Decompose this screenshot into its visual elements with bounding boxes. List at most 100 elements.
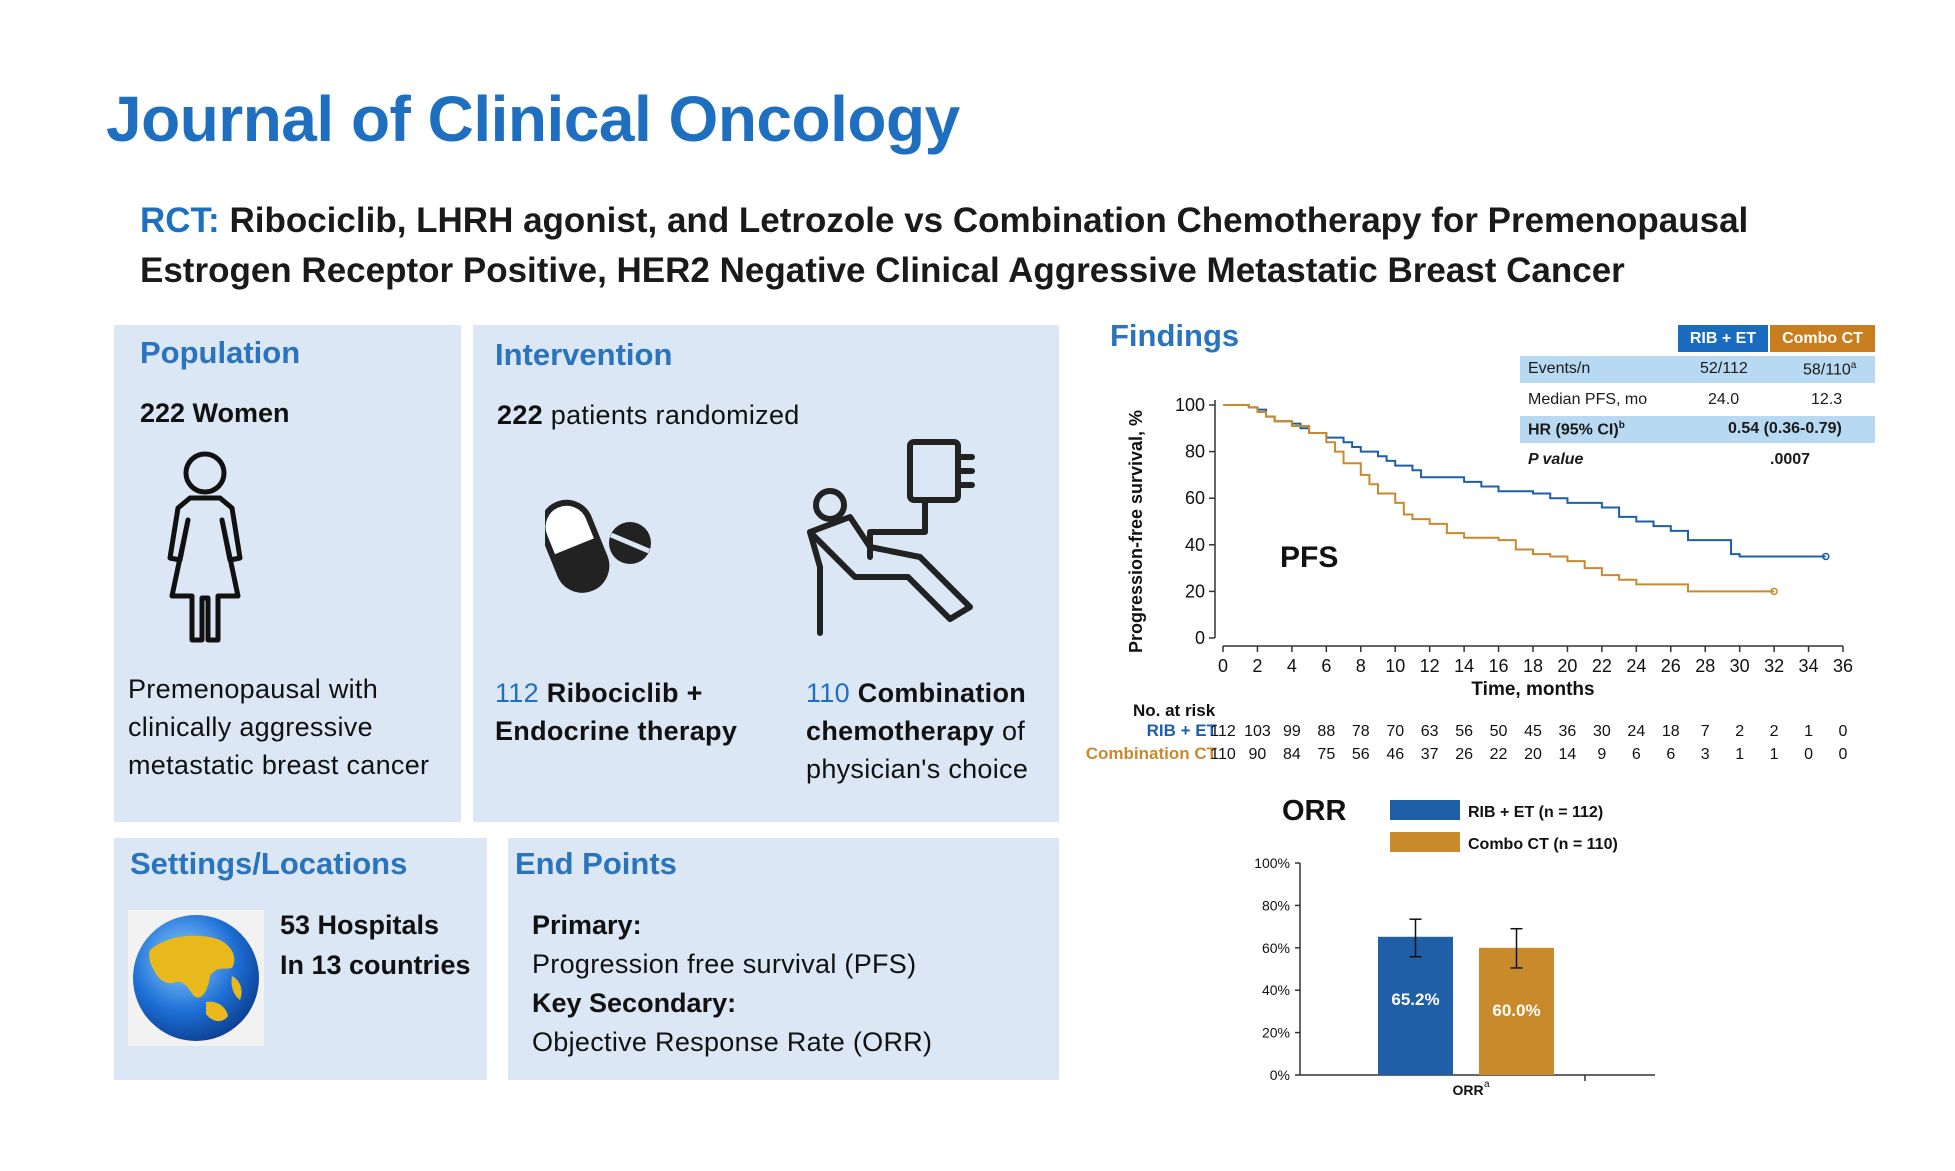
risk-value: 56 bbox=[1455, 723, 1473, 740]
intervention-title: Intervention bbox=[495, 337, 673, 372]
hr-sup: b bbox=[1618, 420, 1625, 431]
risk-value: 18 bbox=[1662, 723, 1680, 740]
risk-value: 50 bbox=[1490, 723, 1508, 740]
x-tick-label: 26 bbox=[1661, 656, 1681, 676]
orr-y-tick-label: 80% bbox=[1262, 897, 1290, 913]
table-row-median-rib: 24.0 bbox=[1708, 391, 1740, 408]
settings-title: Settings/Locations bbox=[130, 846, 408, 881]
risk-value: 36 bbox=[1559, 723, 1577, 740]
rct-title: Ribociclib, LHRH agonist, and Letrozole … bbox=[140, 201, 1749, 290]
table-header-combo: Combo CT bbox=[1770, 325, 1875, 352]
table-row-events-rib: 52/112 bbox=[1700, 360, 1748, 377]
risk-value: 2 bbox=[1735, 723, 1744, 740]
y-tick-label: 60 bbox=[1185, 488, 1205, 508]
findings-title: Findings bbox=[1110, 318, 1240, 353]
y-tick-label: 80 bbox=[1185, 442, 1205, 462]
x-tick-label: 12 bbox=[1420, 656, 1440, 676]
risk-value: 112 bbox=[1210, 723, 1236, 740]
hospitals-count: 53 Hospitals bbox=[280, 910, 440, 940]
x-tick-label: 18 bbox=[1523, 656, 1543, 676]
study-title: RCT: Ribociclib, LHRH agonist, and Letro… bbox=[140, 196, 1840, 296]
risk-value: 3 bbox=[1701, 746, 1710, 763]
y-tick-label: 0 bbox=[1195, 628, 1205, 648]
x-tick-label: 14 bbox=[1454, 656, 1474, 676]
table-row-pvalue-label: P value bbox=[1528, 451, 1584, 468]
risk-value: 56 bbox=[1352, 746, 1370, 763]
primary-endpoint: Progression free survival (PFS) bbox=[532, 949, 917, 979]
journal-title: Journal of Clinical Oncology bbox=[106, 83, 960, 155]
legend-label: Combo CT (n = 110) bbox=[1468, 836, 1618, 853]
table-row-hr-value: 0.54 (0.36-0.79) bbox=[1728, 420, 1842, 437]
legend-swatch bbox=[1390, 800, 1460, 820]
x-tick-label: 0 bbox=[1218, 656, 1228, 676]
population-description: Premenopausal with clinically aggressive… bbox=[128, 674, 430, 780]
secondary-label: Key Secondary: bbox=[532, 988, 737, 1018]
x-tick-label: 22 bbox=[1592, 656, 1612, 676]
risk-value: 20 bbox=[1524, 746, 1542, 763]
risk-value: 63 bbox=[1421, 723, 1439, 740]
km-curve-rib bbox=[1223, 404, 1826, 558]
orr-bar-combo bbox=[1479, 947, 1554, 1075]
orr-chart: ORR RIB + ET (n = 112) Combo CT (n = 110) 0… bbox=[1254, 795, 1655, 1098]
risk-value: 0 bbox=[1839, 746, 1848, 763]
risk-value: 7 bbox=[1701, 723, 1710, 740]
orr-y-tick-label: 20% bbox=[1262, 1025, 1290, 1041]
risk-value: 1 bbox=[1770, 746, 1779, 763]
arm1-number: 112 bbox=[495, 678, 539, 708]
population-title: Population bbox=[140, 335, 301, 370]
pill-icon bbox=[545, 499, 651, 593]
table-row-events-combo: 58/110a bbox=[1803, 360, 1856, 379]
woman-icon bbox=[167, 451, 243, 643]
km-curve-combo bbox=[1223, 404, 1775, 593]
risk-value: 24 bbox=[1627, 723, 1645, 740]
risk-value: 26 bbox=[1455, 746, 1473, 763]
orr-y-tick-label: 40% bbox=[1262, 982, 1290, 998]
risk-value: 75 bbox=[1317, 746, 1335, 763]
risk-value: 6 bbox=[1666, 746, 1675, 763]
risk-value: 1 bbox=[1804, 723, 1813, 740]
orr-bar-label: 60.0% bbox=[1492, 1001, 1540, 1020]
findings-table: RIB + ET Combo CT Events/n 52/112 58/110… bbox=[1520, 325, 1875, 480]
risk-value: 37 bbox=[1421, 746, 1439, 763]
x-tick-label: 4 bbox=[1287, 656, 1297, 676]
x-tick-label: 36 bbox=[1833, 656, 1853, 676]
legend-label: RIB + ET (n = 112) bbox=[1468, 804, 1603, 821]
countries-count: In 13 countries bbox=[280, 950, 471, 980]
y-tick-label: 100 bbox=[1175, 395, 1205, 415]
risk-value: 103 bbox=[1244, 723, 1271, 740]
censor-mark bbox=[1822, 552, 1830, 561]
orr-category-sup: a bbox=[1484, 1079, 1490, 1090]
risk-value: 30 bbox=[1593, 723, 1611, 740]
table-row-pvalue: .0007 bbox=[1770, 451, 1811, 468]
table-row-median-label: Median PFS, mo bbox=[1528, 391, 1648, 408]
globe-icon bbox=[128, 910, 264, 1046]
risk-row-name: Combination CT bbox=[1086, 744, 1218, 763]
x-tick-label: 24 bbox=[1626, 656, 1646, 676]
risk-value: 6 bbox=[1632, 746, 1641, 763]
orr-bar-label: 65.2% bbox=[1391, 990, 1439, 1009]
arm1-text: Ribociclib + Endocrine therapy bbox=[495, 678, 738, 746]
risk-value: 84 bbox=[1283, 746, 1301, 763]
x-tick-label: 32 bbox=[1764, 656, 1784, 676]
randomized-number: 222 bbox=[497, 400, 543, 430]
orr-title: ORR bbox=[1282, 795, 1347, 827]
pfs-label: PFS bbox=[1280, 541, 1338, 574]
y-tick-label: 40 bbox=[1185, 535, 1205, 555]
events-combo-sup: a bbox=[1850, 360, 1857, 371]
hr-label: HR (95% CI) bbox=[1528, 421, 1619, 439]
arm2-number: 110 bbox=[806, 678, 850, 708]
risk-value: 90 bbox=[1249, 746, 1267, 763]
legend-swatch bbox=[1390, 832, 1460, 852]
risk-value: 1 bbox=[1735, 746, 1744, 763]
risk-value: 88 bbox=[1317, 723, 1335, 740]
risk-value: 45 bbox=[1524, 723, 1542, 740]
risk-value: 70 bbox=[1386, 723, 1404, 740]
arm1-label: 112 Ribociclib + Endocrine therapy bbox=[495, 674, 745, 750]
x-tick-label: 8 bbox=[1356, 656, 1366, 676]
x-tick-label: 6 bbox=[1321, 656, 1331, 676]
x-tick-label: 2 bbox=[1252, 656, 1262, 676]
population-panel bbox=[114, 325, 461, 822]
risk-row-name: RIB + ET bbox=[1147, 721, 1218, 740]
risk-value: 9 bbox=[1597, 746, 1606, 763]
